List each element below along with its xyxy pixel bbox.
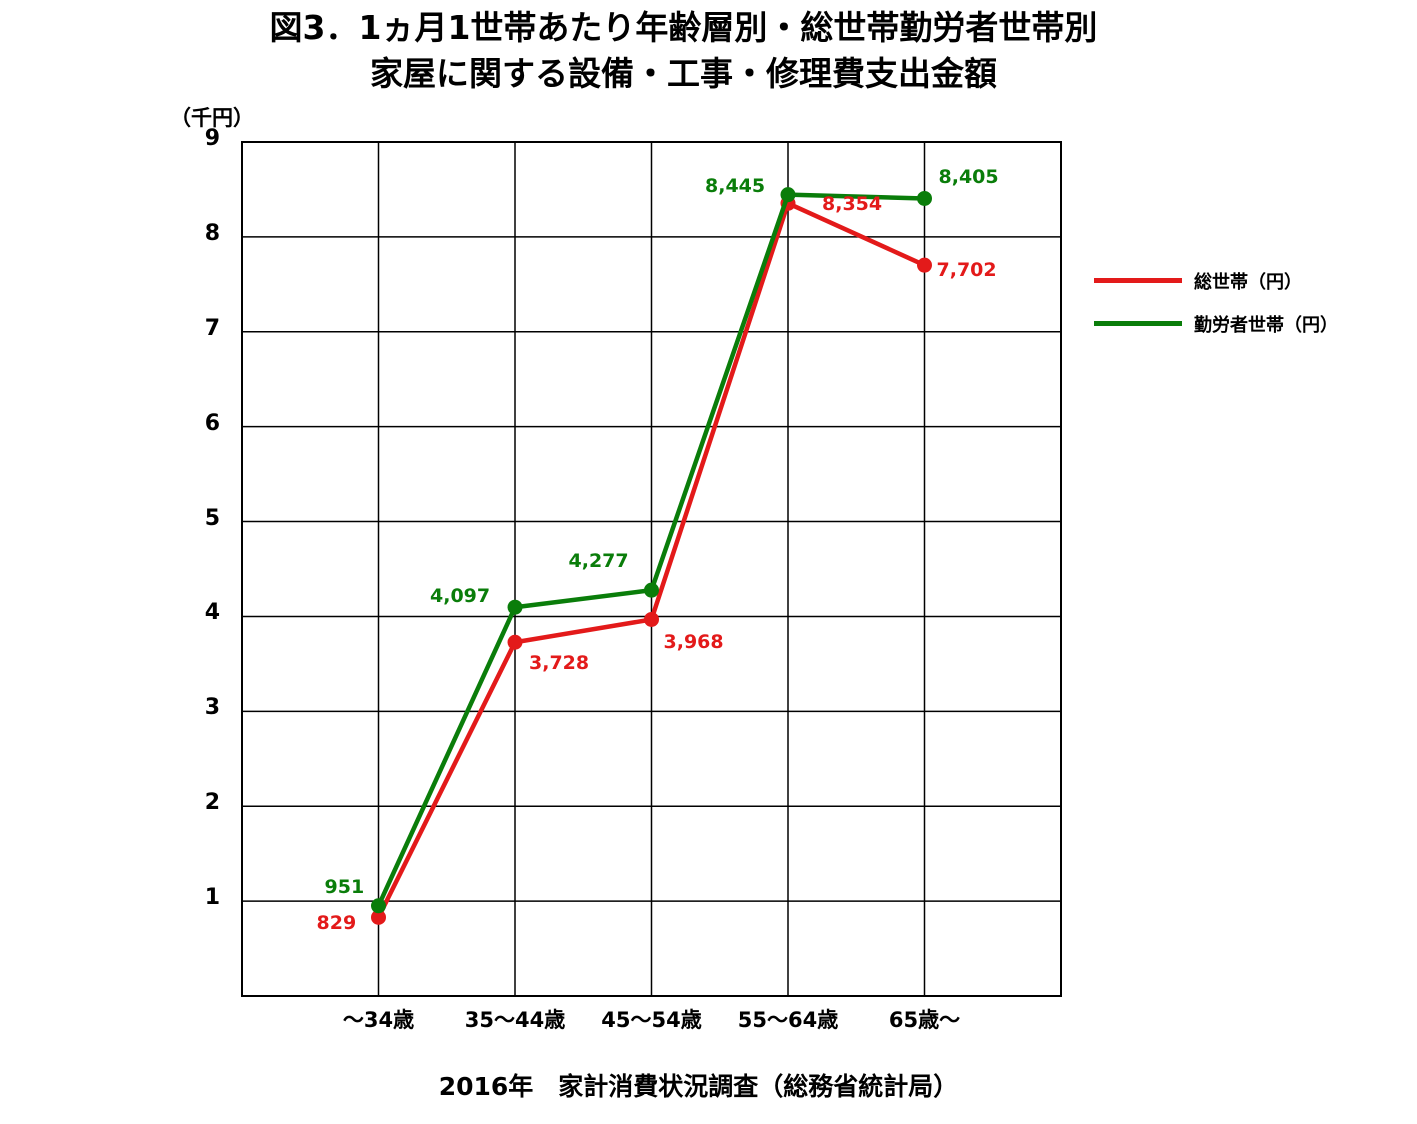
data-point-s1-4 (917, 190, 932, 206)
y-tick-label-1: 1 (204, 885, 220, 911)
data-point-s0-2 (644, 611, 659, 627)
chart-title-line-1: 図3．1ヵ月1世帯あたり年齢層別・総世帯勤労者世帯別 (269, 8, 1098, 47)
data-label-s1-4: 8,405 (938, 166, 999, 189)
data-point-s0-0 (371, 909, 386, 925)
data-point-s1-0 (371, 898, 386, 914)
x-tick-label-4: 65歳～ (888, 1008, 961, 1032)
data-label-s1-3: 8,445 (705, 174, 766, 197)
data-label-s1-0: 951 (324, 875, 365, 898)
x-tick-label-3: 55～64歳 (737, 1008, 839, 1032)
legend-label-worker: 勤労者世帯（円） (1194, 315, 1338, 336)
y-tick-label-5: 5 (204, 505, 220, 531)
data-point-s0-4 (917, 257, 932, 273)
plot-frame (241, 141, 1062, 997)
x-tick-label-2: 45～54歳 (601, 1008, 702, 1032)
data-label-s0-4: 7,702 (936, 259, 997, 282)
y-tick-label-7: 7 (204, 315, 220, 341)
chart-title-line-2: 家屋に関する設備・工事・修理費支出金額 (370, 54, 997, 93)
data-label-s0-0: 829 (316, 912, 357, 935)
legend-swatch-total (1094, 278, 1182, 283)
data-point-s1-3 (780, 187, 796, 203)
data-label-s1-2: 4,277 (568, 550, 629, 573)
data-point-s1-1 (507, 599, 523, 615)
data-point-s0-1 (507, 634, 523, 650)
data-label-s0-3: 8,354 (822, 193, 883, 216)
y-tick-label-2: 2 (204, 790, 220, 816)
y-tick-label-6: 6 (204, 410, 220, 436)
data-label-s0-2: 3,968 (663, 631, 724, 654)
source-note: 2016年 家計消費状況調査（総務省統計局） (438, 1072, 959, 1101)
data-point-s1-2 (644, 582, 659, 598)
y-tick-label-4: 4 (204, 600, 220, 626)
data-label-s1-1: 4,097 (430, 585, 491, 608)
y-tick-label-3: 3 (204, 695, 220, 721)
x-tick-label-1: 35～44歳 (464, 1008, 566, 1032)
legend-swatch-worker (1094, 321, 1182, 326)
y-tick-label-8: 8 (204, 220, 220, 246)
x-tick-label-0: ～34歳 (342, 1008, 415, 1032)
y-tick-label-9: 9 (204, 126, 220, 151)
legend-label-total: 総世帯（円） (1194, 272, 1302, 293)
data-label-s0-1: 3,728 (529, 652, 590, 675)
y-axis-unit-label: （千円） (170, 106, 254, 130)
